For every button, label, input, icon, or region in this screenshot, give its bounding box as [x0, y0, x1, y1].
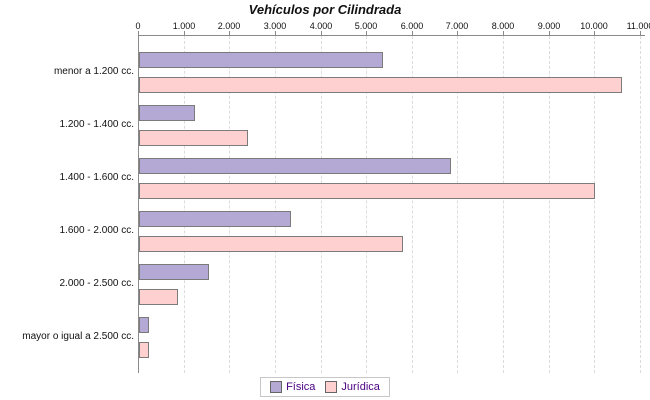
gridline [412, 36, 413, 373]
gridline [184, 36, 185, 373]
x-tick-label: 3.000 [263, 21, 287, 31]
gridline [594, 36, 595, 373]
category-label: 1.200 - 1.400 cc. [59, 119, 135, 130]
x-axis-line [138, 35, 645, 36]
x-tick-mark [640, 31, 641, 35]
bar-juridica [139, 183, 595, 199]
x-tick-label: 1.000 [172, 21, 196, 31]
legend-swatch-icon [325, 381, 338, 393]
category-label: menor a 1.200 cc. [53, 66, 134, 77]
legend-item: Física [270, 381, 315, 393]
x-tick-mark [275, 31, 276, 35]
gridline [457, 36, 458, 373]
legend-item: Jurídica [325, 381, 380, 393]
x-tick-label: 2.000 [217, 21, 241, 31]
bar-juridica [139, 130, 248, 146]
legend-item-label: Jurídica [341, 381, 380, 393]
gridline [549, 36, 550, 373]
x-tick-mark [138, 31, 139, 35]
x-tick-label: 11.000 [626, 21, 650, 31]
x-tick-label: 0 [135, 21, 141, 31]
x-tick-mark [412, 31, 413, 35]
bar-fisica [139, 52, 383, 68]
gridline [503, 36, 504, 373]
gridline [321, 36, 322, 373]
gridline [275, 36, 276, 373]
bar-juridica [139, 77, 622, 93]
x-tick-label: 8.000 [491, 21, 515, 31]
category-label: 1.400 - 1.600 cc. [59, 172, 135, 183]
bar-fisica [139, 211, 291, 227]
bar-fisica [139, 158, 451, 174]
x-tick-label: 4.000 [309, 21, 333, 31]
x-tick-label: 10.000 [580, 21, 608, 31]
x-tick-mark [229, 31, 230, 35]
bar-juridica [139, 289, 178, 305]
legend-item-label: Física [286, 381, 316, 393]
category-label: 2.000 - 2.500 cc. [59, 278, 135, 289]
x-tick-label: 7.000 [445, 21, 469, 31]
x-tick-mark [457, 31, 458, 35]
chart-title: Vehículos por Cilindrada [248, 2, 402, 17]
legend: Física Jurídica [0, 377, 650, 399]
x-tick-mark [184, 31, 185, 35]
x-tick-mark [366, 31, 367, 35]
gridline [366, 36, 367, 373]
bar-fisica [139, 317, 149, 333]
plot-area [139, 36, 646, 373]
gridline [640, 36, 641, 373]
legend-box: Física Jurídica [260, 377, 390, 397]
x-tick-mark [594, 31, 595, 35]
x-tick-label: 6.000 [400, 21, 424, 31]
bar-juridica [139, 236, 403, 252]
bar-fisica [139, 264, 209, 280]
x-tick-label: 5.000 [354, 21, 378, 31]
y-axis-line [138, 35, 139, 373]
category-label: mayor o igual a 2.500 cc. [22, 331, 134, 342]
x-tick-label: 9.000 [537, 21, 561, 31]
x-tick-mark [549, 31, 550, 35]
legend-swatch-icon [270, 381, 283, 393]
x-tick-mark [503, 31, 504, 35]
gridline [229, 36, 230, 373]
category-label: 1.600 - 2.000 cc. [59, 225, 135, 236]
bar-fisica [139, 105, 195, 121]
x-tick-mark [321, 31, 322, 35]
bar-juridica [139, 342, 149, 358]
